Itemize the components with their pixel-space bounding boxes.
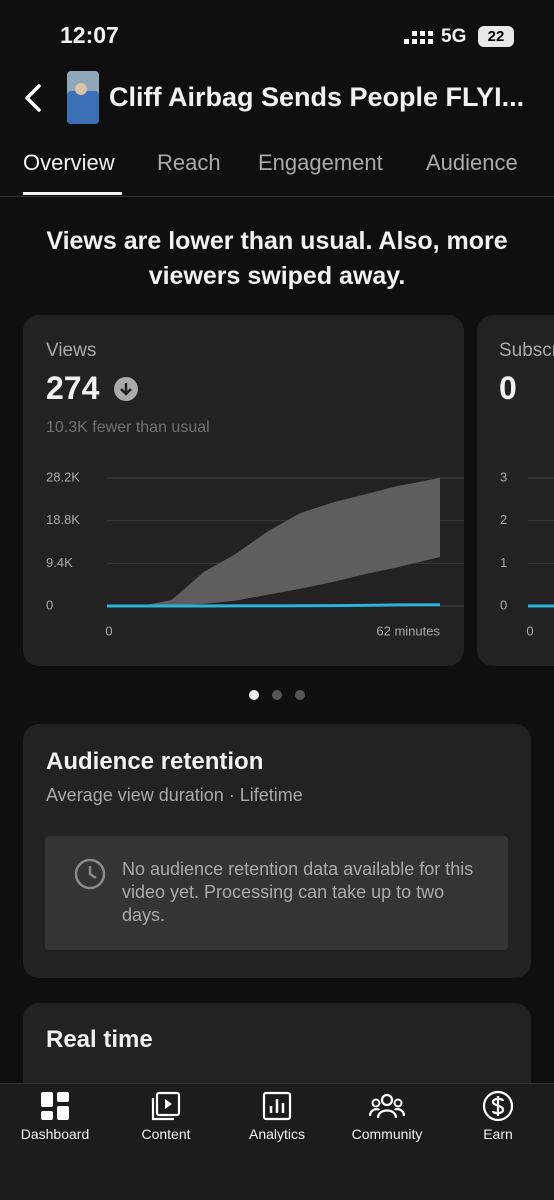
status-network: 5G bbox=[441, 26, 467, 47]
subscribers-card[interactable]: Subscribers 0 0 1 2 3 0 bbox=[477, 315, 554, 666]
nav-icon bbox=[151, 1091, 181, 1121]
pager-dots bbox=[249, 690, 305, 700]
card-subtitle: Average view duration · Lifetime bbox=[46, 785, 303, 805]
typical-range-area bbox=[107, 478, 440, 606]
nav-item[interactable]: Community bbox=[332, 1090, 442, 1142]
data-line bbox=[107, 603, 441, 608]
nav-icon bbox=[369, 1093, 405, 1119]
nav-icon bbox=[41, 1092, 69, 1120]
nav-label: Dashboard bbox=[20, 1126, 90, 1142]
nav-item[interactable]: Analytics bbox=[222, 1090, 332, 1142]
tab[interactable]: Audience bbox=[426, 150, 518, 175]
battery: 22 bbox=[478, 26, 514, 47]
nav-item[interactable]: Content bbox=[111, 1090, 221, 1142]
card-total: 0 bbox=[499, 370, 517, 406]
card-note: 10.3K fewer than usual bbox=[46, 419, 210, 436]
nav-label: Community bbox=[351, 1126, 423, 1142]
headline: Views are lower than usual. Also, more v… bbox=[46, 227, 508, 290]
back-button[interactable] bbox=[20, 82, 46, 114]
tab[interactable]: Reach bbox=[157, 150, 221, 175]
status-time: 12:07 bbox=[60, 22, 119, 48]
card-title: Subscribers bbox=[499, 340, 554, 361]
y-tick-label: 0 bbox=[500, 597, 507, 612]
video-title: Cliff Airbag Sends People FLYI... bbox=[109, 82, 525, 112]
tab[interactable]: Engagement bbox=[258, 150, 383, 175]
y-tick-label: 1 bbox=[500, 555, 507, 570]
tab[interactable]: Overview bbox=[23, 150, 115, 175]
divider bbox=[0, 196, 554, 197]
card-total: 274 bbox=[46, 370, 100, 406]
tab-indicator bbox=[23, 192, 122, 195]
nav-icon bbox=[482, 1090, 514, 1122]
views-chart: 0 9.4K 18.8K 28.2K 0 62 minutes bbox=[46, 469, 464, 638]
info-message: No audience retention data available for… bbox=[122, 859, 474, 925]
card-title: Audience retention bbox=[46, 748, 264, 775]
nav-item[interactable]: Dashboard bbox=[0, 1090, 110, 1142]
y-tick-label: 9.4K bbox=[46, 555, 73, 570]
x-tick-label: 0 bbox=[105, 623, 112, 638]
y-tick-label: 2 bbox=[500, 512, 507, 527]
signal-icon bbox=[404, 31, 433, 44]
info-box: No audience retention data available for… bbox=[45, 836, 508, 950]
card-title: Real time bbox=[46, 1026, 153, 1053]
x-tick-label: 62 minutes bbox=[376, 623, 440, 638]
video-thumbnail bbox=[67, 71, 99, 124]
card-title: Views bbox=[46, 340, 97, 361]
nav-label: Earn bbox=[483, 1126, 513, 1142]
subscribers-chart: 0 1 2 3 0 bbox=[500, 469, 554, 638]
clock-icon bbox=[74, 858, 106, 890]
views-card[interactable]: Views 274 10.3K fewer than usual 0 9.4K 18… bbox=[23, 315, 464, 666]
nav-item[interactable]: Earn bbox=[443, 1090, 553, 1142]
y-tick-label: 0 bbox=[46, 597, 53, 612]
y-tick-label: 28.2K bbox=[46, 469, 80, 484]
retention-card[interactable]: Audience retention Average view duration… bbox=[23, 724, 531, 978]
nav-label: Analytics bbox=[248, 1126, 306, 1142]
down-icon bbox=[114, 377, 138, 401]
y-tick-label: 18.8K bbox=[46, 512, 80, 527]
nav-icon bbox=[262, 1091, 292, 1121]
y-tick-label: 3 bbox=[500, 469, 507, 484]
nav-label: Content bbox=[141, 1126, 191, 1142]
x-tick-label: 0 bbox=[526, 623, 533, 638]
